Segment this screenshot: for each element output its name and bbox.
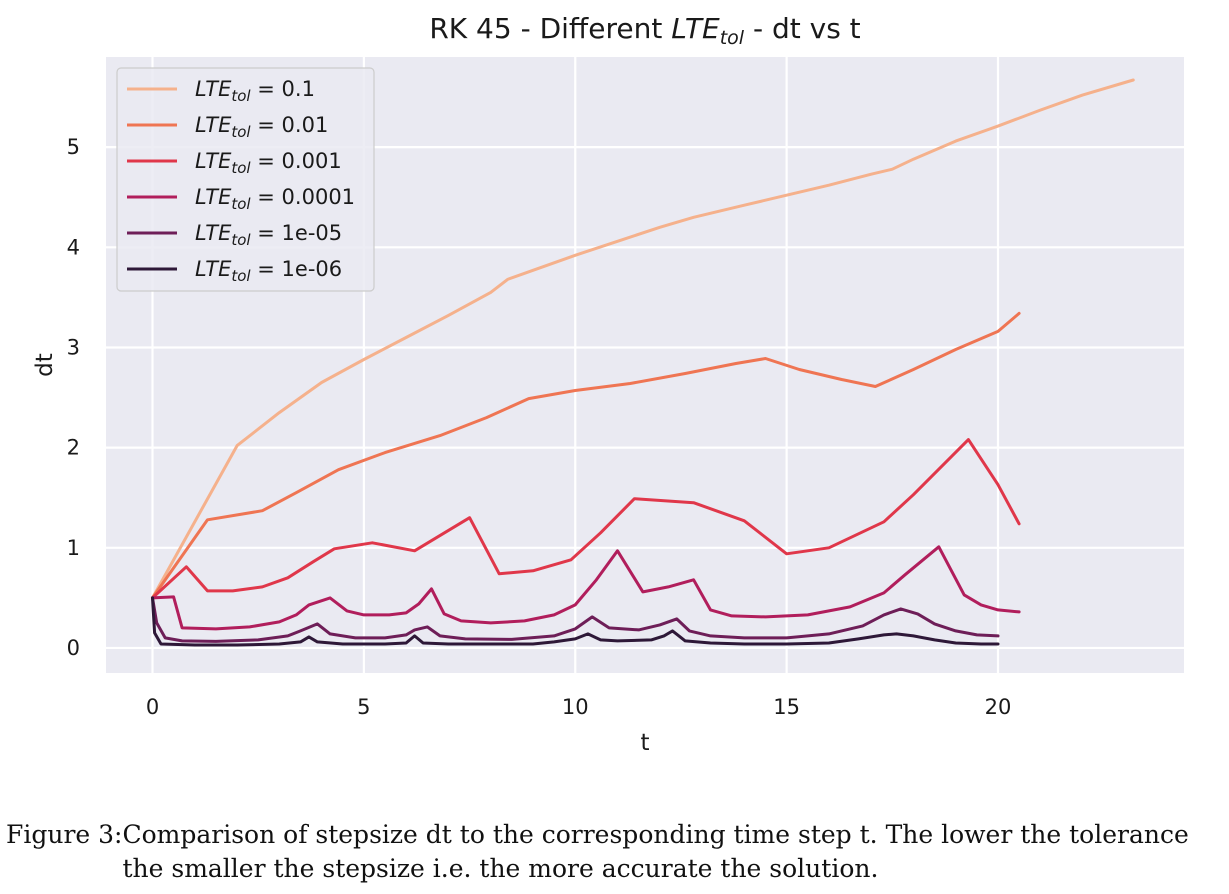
x-tick-label: 20: [985, 695, 1012, 719]
figure-caption: Figure 3: Comparison of stepsize dt to t…: [6, 818, 1224, 886]
series-line-0: [151, 78, 1135, 600]
y-tick-label: 5: [67, 135, 80, 159]
series-line-1: [151, 311, 1021, 600]
legend-entry: LTEtol = 1e-05: [195, 221, 342, 249]
y-tick-labels: 0 1 2 3 4 5: [67, 135, 80, 660]
legend-entry: LTEtol = 1e-06: [195, 257, 342, 285]
legend-entry: LTEtol = 0.001: [195, 149, 342, 177]
x-tick-label: 10: [562, 695, 589, 719]
legend-box: [116, 67, 375, 292]
x-tick-label: 0: [146, 695, 159, 719]
x-tick-label: 5: [357, 695, 370, 719]
caption-body: Comparison of stepsize dt to the corresp…: [122, 820, 1189, 883]
y-tick-label: 3: [67, 335, 80, 359]
x-axis-label: t: [640, 730, 649, 756]
series-line-5: [151, 596, 1000, 647]
series-lines: [151, 78, 1135, 647]
grid-lines: [106, 57, 1184, 673]
series-line-3: [151, 545, 1021, 631]
series-line-4: [151, 596, 1000, 643]
legend-entry: LTEtol = 0.1: [195, 77, 315, 105]
legend: LTEtol = 0.1 LTEtol = 0.01 LTEtol = 0.001 L…: [116, 67, 375, 292]
caption-lead: Figure 3:: [6, 820, 123, 849]
y-axis-label: dt: [32, 353, 58, 377]
x-tick-label: 15: [773, 695, 800, 719]
chart-title: RK 45 - Different LTEtol - dt vs t: [429, 12, 860, 49]
series-line-2: [151, 438, 1021, 600]
y-tick-label: 1: [67, 536, 80, 560]
y-tick-label: 4: [67, 235, 80, 259]
x-tick-labels: 0 5 10 15 20: [146, 695, 1012, 719]
dt-vs-t-chart: RK 45 - Different LTEtol - dt vs t 0 5 10 1…: [32, 12, 1184, 756]
y-tick-label: 2: [67, 436, 80, 460]
legend-entry: LTEtol = 0.0001: [195, 185, 355, 213]
legend-entry: LTEtol = 0.01: [195, 113, 328, 141]
y-tick-label: 0: [67, 636, 80, 660]
